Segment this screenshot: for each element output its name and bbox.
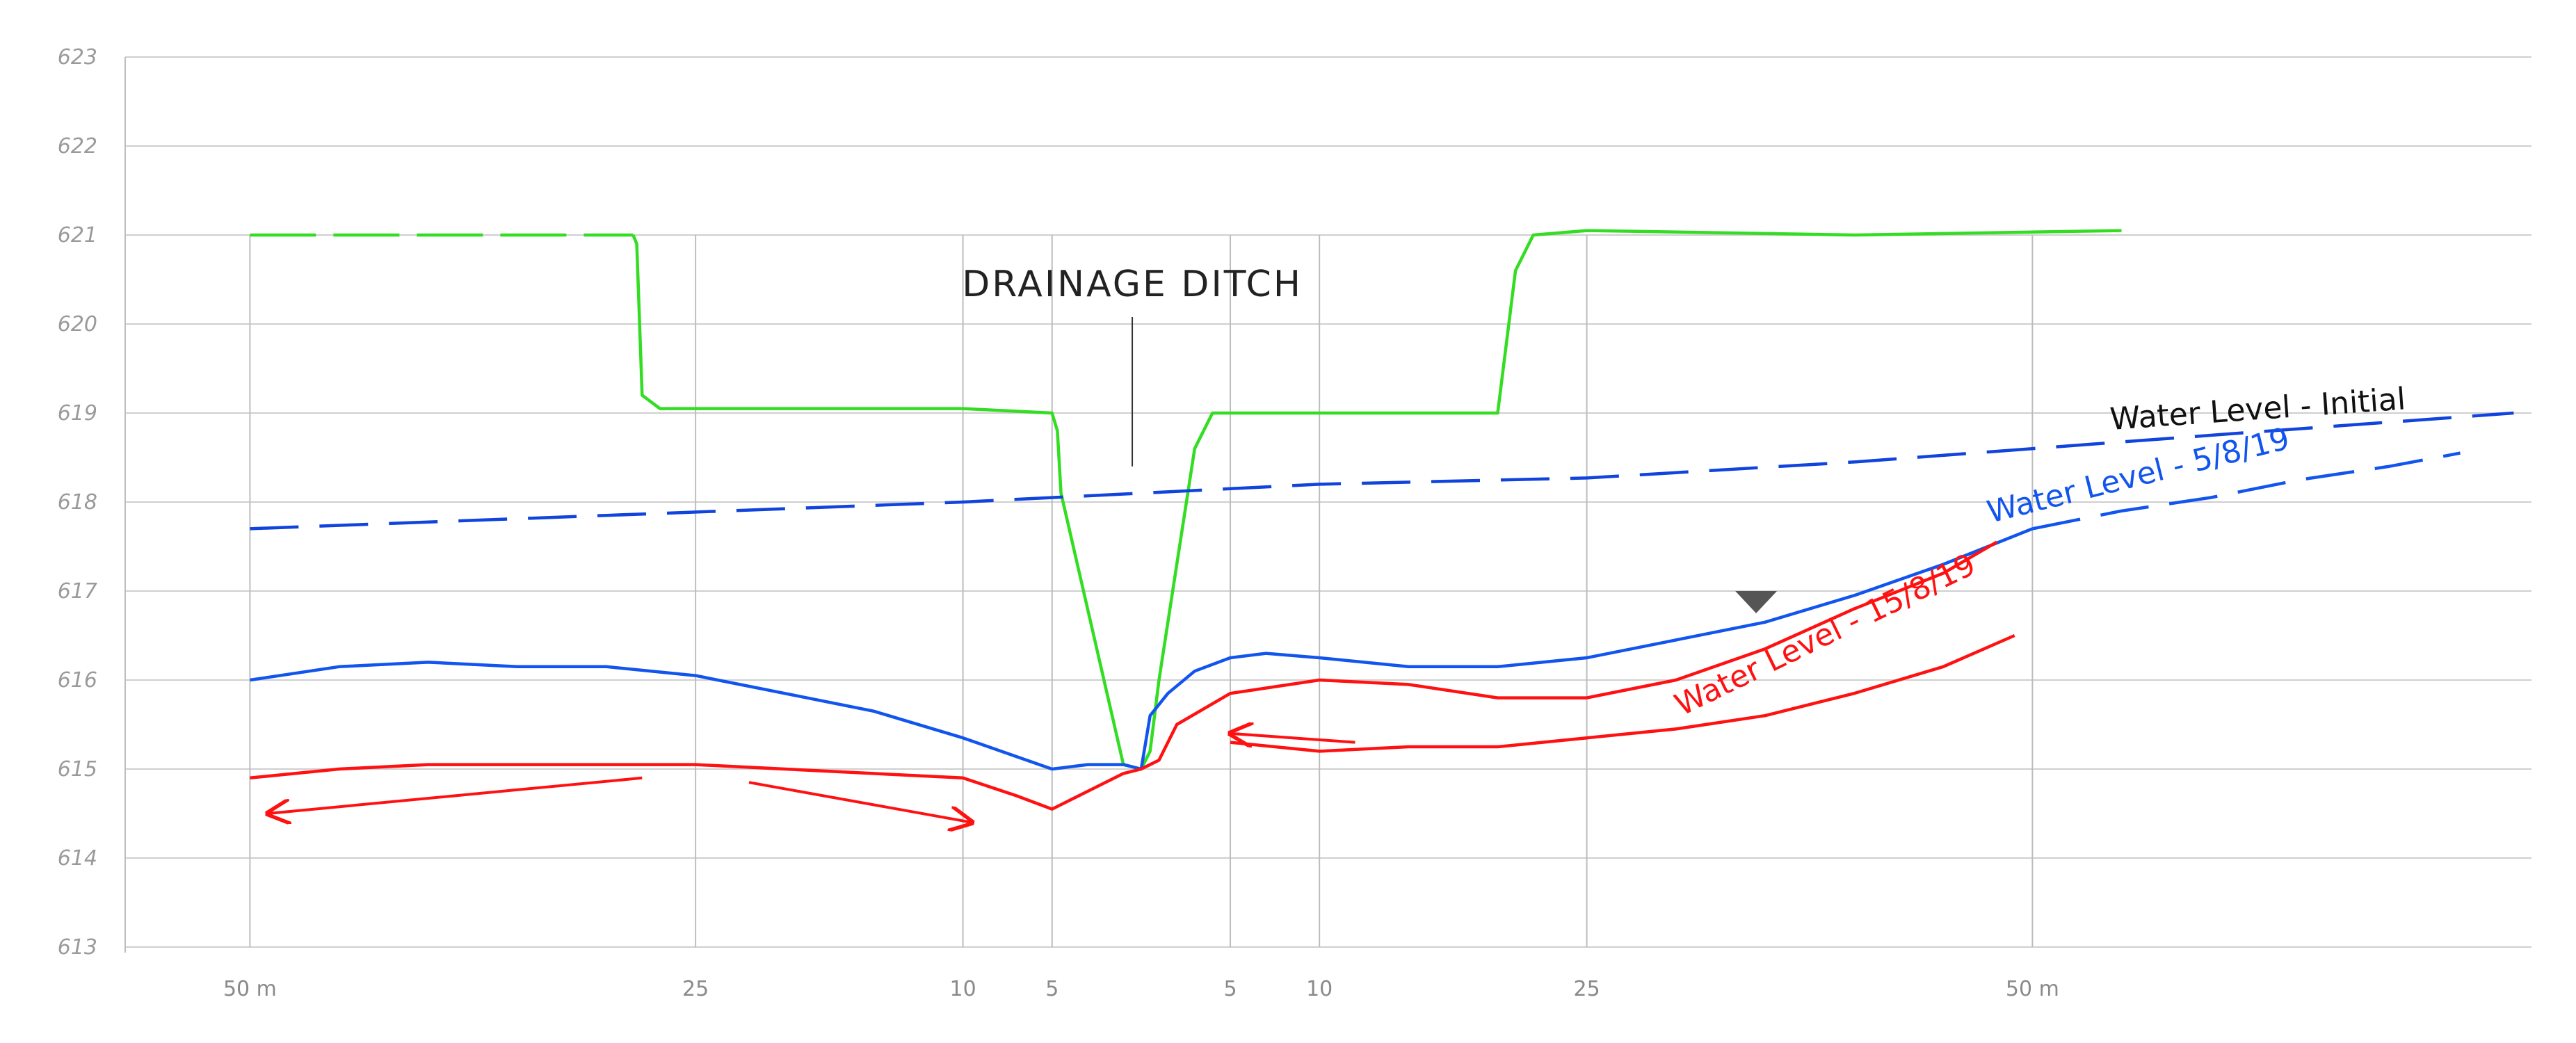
- series-water_initial: [250, 411, 2514, 531]
- x-tick-label: 50 m: [2006, 977, 2059, 1001]
- y-tick-label: 615: [58, 757, 97, 782]
- y-tick-label: 616: [58, 668, 97, 693]
- x-tick-label: 25: [682, 977, 709, 1001]
- series-line-water_15_8: [250, 540, 1998, 811]
- flow-arrow: [268, 776, 643, 814]
- series-water_5_8: [250, 451, 2461, 771]
- flow-arrow: [748, 781, 972, 823]
- series-line-water_5_8: [250, 527, 2034, 771]
- series-water_15_8_lower: [1230, 633, 2015, 753]
- y-tick-label: 622: [58, 134, 97, 159]
- series-ground: [250, 229, 2122, 771]
- y-tick-label: 623: [58, 45, 97, 70]
- y-tick-label: 613: [58, 935, 97, 960]
- flow-arrow: [1230, 734, 1355, 743]
- series-layer: [250, 229, 2514, 811]
- x-tick-label: 10: [1306, 977, 1333, 1001]
- x-tick-label: 50 m: [223, 977, 277, 1001]
- series-water_15_8: [250, 540, 1998, 811]
- water-level-5-8-label: Water Level - 5/8/19: [1983, 421, 2293, 530]
- x-tick-label: 25: [1574, 977, 1600, 1001]
- y-tick-label: 621: [58, 223, 97, 248]
- x-tick-label: 5: [1223, 977, 1237, 1001]
- x-tick-label: 5: [1045, 977, 1058, 1001]
- water-level-15-8-label: Water Level - 15/8/19: [1669, 547, 1981, 722]
- axis-layer: 613 614 615 616 617 618 619 620 621 622 623 50 m 25 1…: [58, 45, 2059, 1001]
- y-tick-label: 617: [58, 579, 97, 604]
- series-line-water_initial: [250, 411, 2514, 531]
- series-line-water_5_8-dashed: [2031, 451, 2461, 531]
- water-table-marker-icon: [1735, 591, 1778, 613]
- series-line-ground: [631, 229, 2122, 771]
- y-tick-label: 620: [58, 312, 97, 337]
- series-line-water_15_8_lower: [1230, 633, 2015, 753]
- y-tick-label: 619: [58, 401, 97, 426]
- y-tick-label: 618: [58, 490, 97, 515]
- x-tick-label: 10: [949, 977, 976, 1001]
- drainage-ditch-label: DRAINAGE DITCH: [962, 264, 1303, 305]
- y-tick-label: 614: [58, 846, 97, 871]
